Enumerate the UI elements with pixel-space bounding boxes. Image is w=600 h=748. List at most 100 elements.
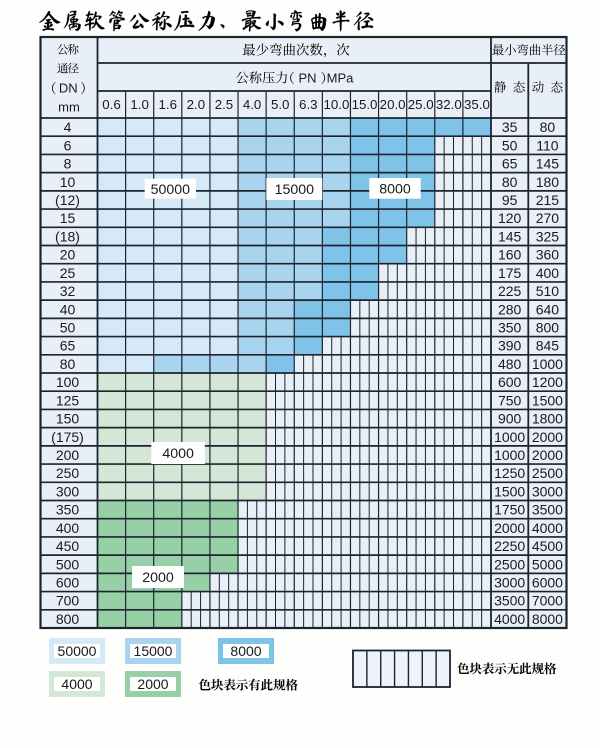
- svg-text:450: 450: [56, 538, 80, 554]
- svg-text:4: 4: [64, 119, 72, 135]
- svg-text:20: 20: [60, 247, 76, 263]
- svg-text:5000: 5000: [532, 556, 563, 572]
- svg-text:65: 65: [502, 156, 518, 172]
- svg-text:5.0: 5.0: [271, 97, 290, 112]
- svg-text:2000: 2000: [532, 429, 563, 445]
- svg-text:mm: mm: [58, 99, 80, 114]
- svg-text:500: 500: [56, 556, 80, 572]
- svg-text:35: 35: [502, 119, 518, 135]
- svg-text:110: 110: [536, 137, 559, 153]
- svg-text:3000: 3000: [532, 483, 563, 499]
- svg-text:65: 65: [60, 338, 76, 354]
- svg-text:1000: 1000: [494, 447, 525, 463]
- svg-text:4500: 4500: [532, 538, 563, 554]
- svg-text:100: 100: [56, 374, 80, 390]
- svg-text:20.0: 20.0: [380, 97, 406, 112]
- svg-text:180: 180: [536, 174, 560, 190]
- svg-text:8000: 8000: [230, 643, 261, 659]
- svg-text:120: 120: [498, 210, 522, 226]
- svg-text:160: 160: [498, 247, 522, 263]
- svg-text:2.0: 2.0: [187, 97, 206, 112]
- svg-text:15.0: 15.0: [352, 97, 378, 112]
- svg-text:400: 400: [536, 265, 560, 281]
- svg-text:6000: 6000: [532, 575, 563, 591]
- svg-text:215: 215: [536, 192, 560, 208]
- svg-text:845: 845: [536, 338, 560, 354]
- svg-text:8: 8: [64, 156, 72, 172]
- svg-text:3000: 3000: [494, 575, 525, 591]
- svg-text:25.0: 25.0: [408, 97, 434, 112]
- svg-text:0.6: 0.6: [102, 97, 121, 112]
- svg-text:600: 600: [498, 374, 522, 390]
- svg-text:25: 25: [60, 265, 76, 281]
- svg-text:1.0: 1.0: [130, 97, 149, 112]
- svg-text:145: 145: [498, 228, 522, 244]
- svg-text:2500: 2500: [494, 556, 525, 572]
- svg-text:10.0: 10.0: [323, 97, 349, 112]
- svg-text:700: 700: [56, 593, 80, 609]
- svg-text:8000: 8000: [532, 611, 563, 627]
- svg-text:800: 800: [56, 611, 80, 627]
- svg-text:PN: PN: [298, 70, 316, 85]
- svg-text:6.3: 6.3: [299, 97, 318, 112]
- svg-text:35.0: 35.0: [464, 97, 490, 112]
- svg-text:1800: 1800: [532, 411, 563, 427]
- svg-text:1000: 1000: [532, 356, 563, 372]
- svg-text:4.0: 4.0: [243, 97, 262, 112]
- svg-text:8000: 8000: [379, 181, 411, 197]
- svg-text:10: 10: [60, 174, 76, 190]
- svg-text:480: 480: [498, 356, 522, 372]
- svg-text:6: 6: [64, 137, 72, 153]
- svg-text:2.5: 2.5: [215, 97, 234, 112]
- svg-text:1500: 1500: [494, 483, 525, 499]
- svg-text:80: 80: [502, 174, 518, 190]
- svg-text:50: 50: [60, 320, 76, 336]
- svg-text:15000: 15000: [134, 643, 173, 659]
- svg-text:150: 150: [56, 411, 80, 427]
- svg-text:900: 900: [498, 411, 522, 427]
- svg-text:1500: 1500: [532, 392, 563, 408]
- svg-text:400: 400: [56, 520, 80, 536]
- svg-text:40: 40: [60, 301, 76, 317]
- svg-text:4000: 4000: [532, 520, 563, 536]
- svg-text:600: 600: [56, 575, 80, 591]
- svg-text:1000: 1000: [494, 429, 525, 445]
- svg-text:175: 175: [498, 265, 522, 281]
- svg-text:640: 640: [536, 301, 560, 317]
- svg-text:32.0: 32.0: [436, 97, 462, 112]
- svg-text:MPa: MPa: [327, 70, 355, 85]
- svg-text:280: 280: [498, 301, 522, 317]
- svg-text:300: 300: [56, 483, 80, 499]
- svg-text:750: 750: [498, 392, 522, 408]
- svg-text:80: 80: [60, 356, 76, 372]
- svg-text:3500: 3500: [532, 502, 563, 518]
- svg-text:(175): (175): [51, 429, 84, 445]
- svg-text:510: 510: [536, 283, 560, 299]
- svg-text:2500: 2500: [532, 465, 563, 481]
- svg-text:DN: DN: [59, 80, 78, 95]
- svg-text:2000: 2000: [137, 676, 168, 692]
- svg-text:32: 32: [60, 283, 76, 299]
- svg-text:50000: 50000: [151, 182, 191, 198]
- svg-text:2000: 2000: [494, 520, 525, 536]
- svg-text:50: 50: [502, 137, 518, 153]
- svg-text:15: 15: [60, 210, 76, 226]
- svg-text:200: 200: [56, 447, 80, 463]
- svg-text:390: 390: [498, 338, 522, 354]
- svg-text:1250: 1250: [494, 465, 525, 481]
- svg-text:(18): (18): [55, 228, 80, 244]
- svg-text:4000: 4000: [162, 446, 194, 462]
- svg-text:250: 250: [56, 465, 80, 481]
- svg-text:95: 95: [502, 192, 518, 208]
- svg-text:50000: 50000: [58, 643, 97, 659]
- svg-text:225: 225: [498, 283, 522, 299]
- svg-text:325: 325: [536, 228, 560, 244]
- svg-text:4000: 4000: [494, 611, 525, 627]
- svg-text:350: 350: [498, 320, 522, 336]
- svg-text:1200: 1200: [532, 374, 563, 390]
- svg-text:350: 350: [56, 502, 80, 518]
- svg-text:2000: 2000: [142, 570, 174, 586]
- svg-text:7000: 7000: [532, 593, 563, 609]
- svg-text:1.6: 1.6: [159, 97, 178, 112]
- svg-text:125: 125: [56, 392, 80, 408]
